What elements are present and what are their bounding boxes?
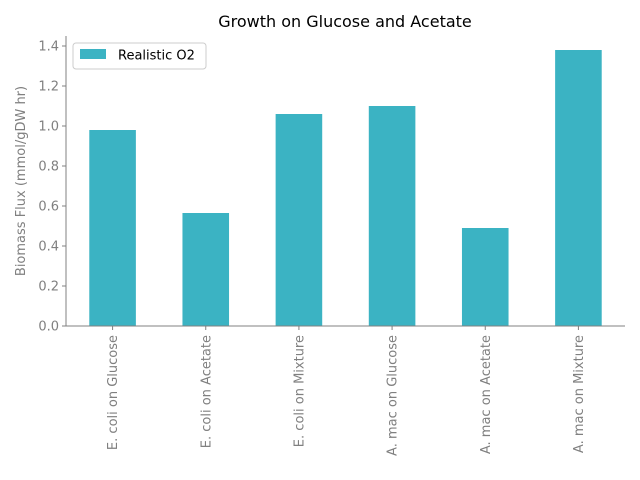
y-tick-label: 1.0 <box>38 120 59 135</box>
bar <box>275 114 323 326</box>
bar <box>182 213 230 326</box>
bar <box>555 50 602 326</box>
bars-group <box>89 50 602 326</box>
chart-title: Growth on Glucose and Acetate <box>218 12 472 31</box>
legend-box <box>72 42 207 70</box>
x-tick-label: E. coli on Mixture <box>292 335 307 447</box>
y-tick-label: 0.8 <box>38 160 59 175</box>
y-tick-label: 0.2 <box>38 280 59 295</box>
y-tick-label: 0.4 <box>38 240 59 255</box>
legend-label: Realistic O2 <box>118 49 195 64</box>
x-tick-label: A. mac on Acetate <box>479 335 494 454</box>
bar <box>461 228 509 326</box>
legend-swatch <box>80 49 106 59</box>
y-axis-label: Biomass Flux (mmol/gDW hr) <box>14 86 29 276</box>
bar <box>368 106 416 326</box>
x-tick-label: E. coli on Glucose <box>106 335 121 450</box>
legend: Realistic O2 <box>72 42 207 70</box>
bar <box>89 130 136 326</box>
x-tick-label: E. coli on Acetate <box>199 335 214 448</box>
y-ticks-group: 0.0 0.2 0.4 0.6 0.8 1.0 1.2 1.4 <box>38 40 66 335</box>
x-tick-label: A. mac on Mixture <box>572 335 587 453</box>
y-tick-label: 1.4 <box>38 40 59 55</box>
y-tick-label: 1.2 <box>38 80 59 95</box>
y-tick-label: 0.0 <box>38 320 59 335</box>
x-ticks-group: E. coli on Glucose E. coli on Acetate E. c… <box>106 326 587 456</box>
x-tick-label: A. mac on Glucose <box>386 335 401 456</box>
y-tick-label: 0.6 <box>38 200 59 215</box>
